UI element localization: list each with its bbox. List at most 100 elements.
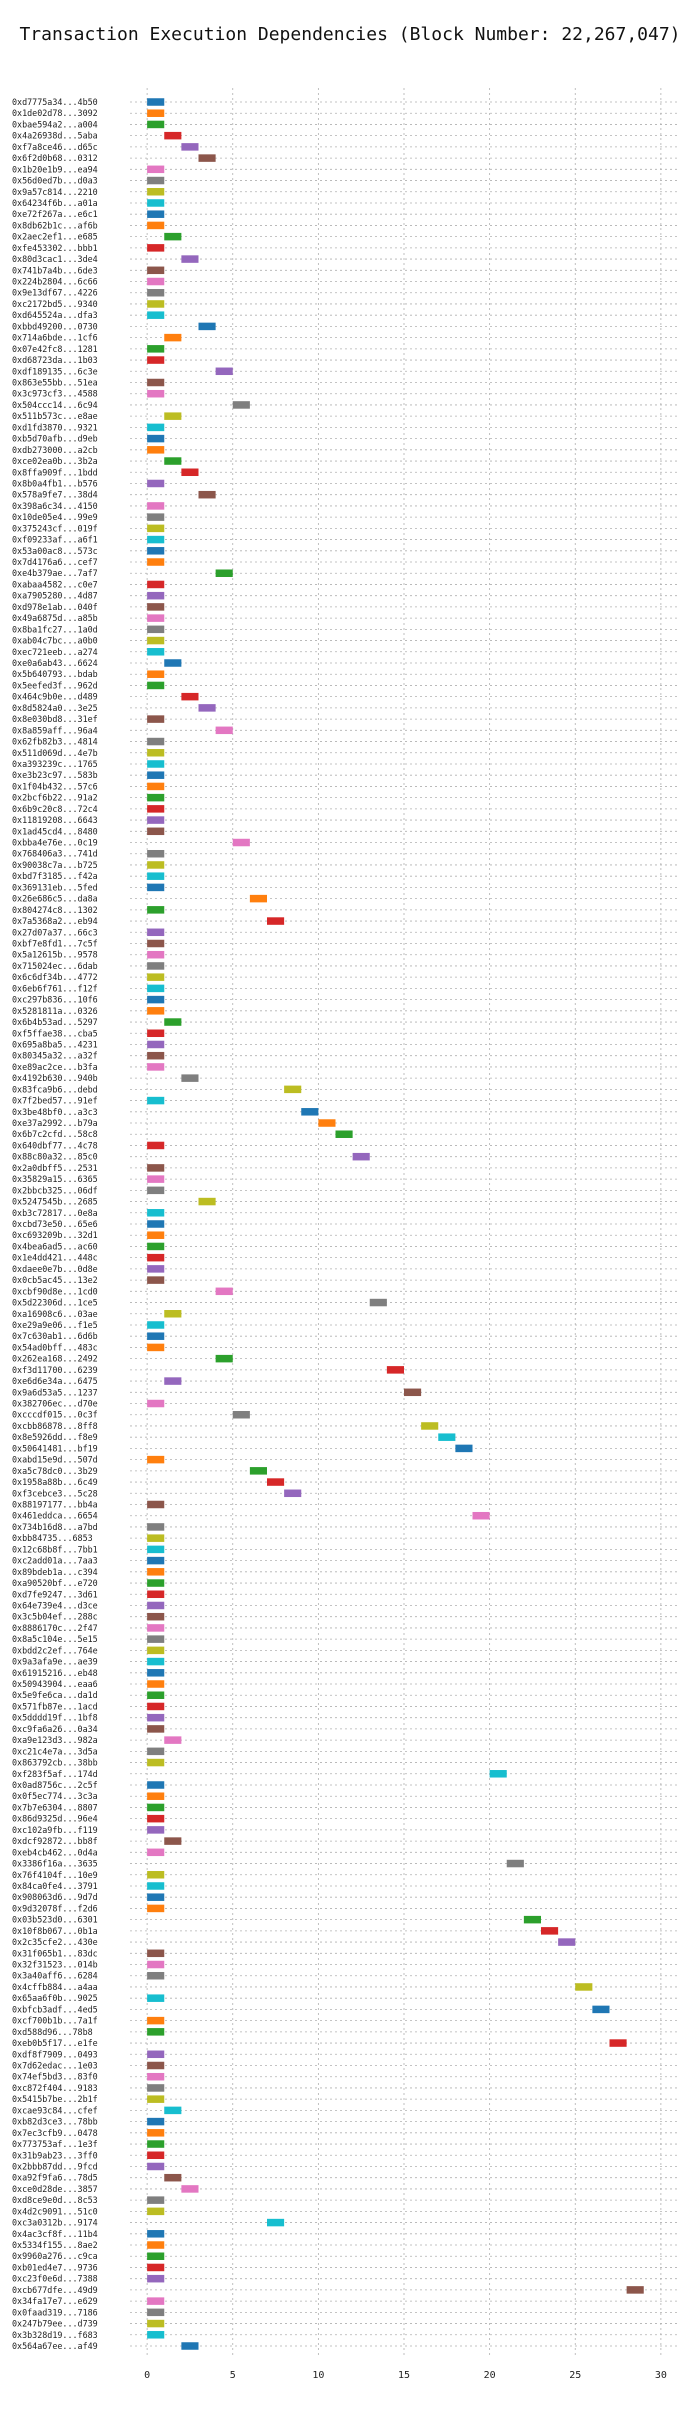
- transaction-bar: [147, 782, 165, 791]
- transaction-label: 0x2bbcb325...06df: [12, 1185, 98, 1195]
- transaction-label: 0xa16908c6...03ae: [12, 1309, 98, 1319]
- transaction-label: 0x8ffa909f...1bdd: [12, 467, 98, 477]
- transaction-label: 0xe6d6e34a...6475: [12, 1376, 98, 1386]
- transaction-label: 0x504ccc14...6c94: [12, 400, 98, 410]
- transaction-bar: [147, 434, 165, 443]
- transaction-bar: [147, 1713, 165, 1722]
- y-tick-labels: 0xd7775a34...4b500x1de02d78...30920xbae5…: [12, 97, 98, 2351]
- transaction-label: 0xd7fe9247...3d61: [12, 1589, 98, 1599]
- transaction-bar: [267, 2218, 285, 2227]
- transaction-label: 0x6c6df34b...4772: [12, 972, 98, 982]
- transaction-label: 0x741b7a4b...6de3: [12, 265, 98, 275]
- transaction-bar: [147, 2241, 165, 2249]
- transaction-label: 0x3be48bf0...a3c3: [12, 1107, 98, 1117]
- transaction-bar: [147, 221, 165, 230]
- transaction-label: 0xabaa4582...c0e7: [12, 579, 98, 589]
- transaction-label: 0x908063d6...9d7d: [12, 1892, 98, 1902]
- transaction-label: 0x54ad0bff...483c: [12, 1342, 98, 1352]
- transaction-label: 0x88197177...bb4a: [12, 1500, 98, 1510]
- transaction-bar: [147, 1332, 165, 1340]
- transaction-label: 0x511b573c...e8ae: [12, 411, 98, 421]
- transaction-bar: [284, 1489, 302, 1498]
- transaction-label: 0x3386f16a...3635: [12, 1859, 98, 1869]
- transaction-bar: [147, 513, 165, 521]
- transaction-label: 0xcb677dfe...49d9: [12, 2285, 98, 2295]
- transaction-bar: [147, 1590, 165, 1599]
- transaction-bar: [147, 1612, 165, 1621]
- transaction-label: 0xd68723da...1b03: [12, 355, 98, 365]
- transaction-bar: [318, 1119, 336, 1127]
- transaction-bar: [147, 1141, 165, 1150]
- transaction-label: 0x564a67ee...af49: [12, 2341, 98, 2351]
- transaction-bar: [147, 1500, 165, 1509]
- chart-title: Transaction Execution Dependencies (Bloc…: [19, 24, 680, 45]
- transaction-bar: [147, 1455, 165, 1464]
- transaction-label: 0xec721eeb...a274: [12, 647, 98, 657]
- transaction-label: 0x8ba1fc27...1a0d: [12, 624, 98, 634]
- transaction-label: 0x34fa17e7...e629: [12, 2296, 98, 2306]
- transaction-bar: [147, 906, 165, 914]
- transaction-label: 0x56d0ed7b...d0a3: [12, 176, 98, 186]
- transaction-bar: [147, 805, 165, 813]
- transaction-label: 0xbf7e8fd1...7c5f: [12, 939, 98, 949]
- transaction-label: 0x3c5b04ef...288c: [12, 1612, 98, 1622]
- transaction-label: 0xce02ea0b...3b2a: [12, 456, 98, 466]
- transaction-bar: [147, 950, 165, 959]
- transaction-bar: [147, 2319, 165, 2328]
- transaction-bar: [147, 2207, 165, 2216]
- transaction-bar: [147, 1343, 165, 1352]
- transaction-bar: [147, 423, 165, 432]
- transaction-label: 0x74ef5bd3...83f0: [12, 2072, 98, 2082]
- transaction-label: 0x4ac3cf8f...11b4: [12, 2229, 98, 2239]
- transaction-bar: [147, 973, 165, 981]
- transaction-bar: [181, 143, 199, 151]
- transaction-label: 0xa7905280...4d87: [12, 591, 98, 601]
- transaction-bar: [164, 457, 182, 465]
- transaction-bar: [147, 1624, 165, 1632]
- transaction-bar: [147, 1007, 165, 1015]
- transaction-bar: [147, 109, 165, 117]
- transaction-label: 0x27d07a37...66c3: [12, 927, 98, 937]
- transaction-bar: [147, 2129, 165, 2137]
- transaction-label: 0x640dbf77...4c78: [12, 1140, 98, 1150]
- transaction-label: 0xe37a2992...b79a: [12, 1118, 98, 1128]
- transaction-label: 0xc693209b...32d1: [12, 1230, 98, 1240]
- transaction-bar: [147, 1534, 165, 1542]
- transaction-bar: [164, 1377, 182, 1385]
- transaction-label: 0xe72f267a...e6c1: [12, 209, 98, 219]
- transaction-bar: [147, 2263, 165, 2272]
- transaction-bar: [147, 1646, 165, 1655]
- transaction-label: 0xf09233af...a6f1: [12, 535, 98, 545]
- transaction-label: 0x8b0a4fb1...b576: [12, 478, 98, 488]
- transaction-bar: [147, 311, 165, 319]
- transaction-bar: [147, 2140, 165, 2148]
- transaction-label: 0x1f04b432...57c6: [12, 781, 98, 791]
- transaction-bar: [147, 681, 165, 690]
- transaction-label: 0x375243cf...019f: [12, 523, 98, 533]
- transaction-bar: [147, 1399, 165, 1408]
- transaction-label: 0x83fca9b6...debd: [12, 1084, 98, 1094]
- transaction-label: 0xb3c72817...0e8a: [12, 1208, 98, 1218]
- transaction-bar: [147, 1803, 165, 1812]
- transaction-label: 0x9a3afa9e...ae39: [12, 1657, 98, 1667]
- transaction-label: 0x804274c8...1302: [12, 905, 98, 915]
- transaction-bar: [147, 2095, 165, 2103]
- transaction-bar: [215, 1287, 233, 1296]
- transaction-bar: [147, 1635, 165, 1643]
- transaction-label: 0x11819208...6643: [12, 815, 98, 825]
- transaction-label: 0xc2add01a...7aa3: [12, 1556, 98, 1566]
- transaction-bar: [147, 210, 165, 218]
- transaction-label: 0xc9fa6a26...0a34: [12, 1724, 98, 1734]
- transaction-label: 0x398a6c34...4150: [12, 501, 98, 511]
- transaction-label: 0x64234f6b...a01a: [12, 198, 98, 208]
- transaction-label: 0x7a5368a2...eb94: [12, 916, 98, 926]
- transaction-label: 0x2c35cfe2...430e: [12, 1937, 98, 1947]
- transaction-bar: [147, 1545, 165, 1554]
- transaction-bar: [147, 98, 165, 106]
- transaction-bar: [147, 715, 165, 723]
- transaction-bar: [147, 1781, 165, 1789]
- transaction-bar: [147, 300, 165, 308]
- transaction-label: 0xa9e123d3...982a: [12, 1735, 98, 1745]
- transaction-bar: [147, 1971, 165, 1980]
